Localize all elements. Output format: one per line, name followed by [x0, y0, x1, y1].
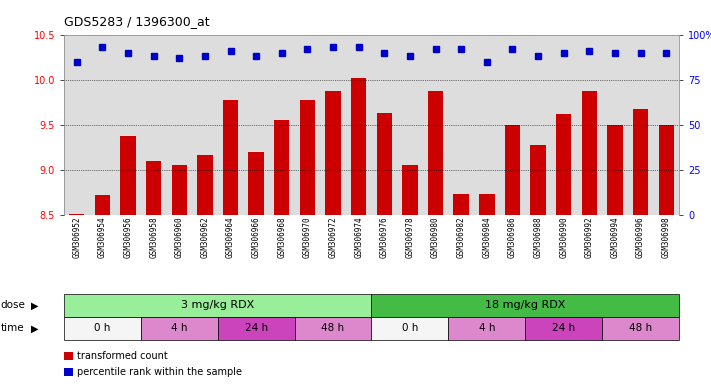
- Text: GSM306956: GSM306956: [124, 217, 132, 258]
- Bar: [402, 166, 417, 215]
- Text: 4 h: 4 h: [479, 323, 495, 333]
- Bar: [505, 125, 520, 215]
- Text: GSM306972: GSM306972: [328, 217, 338, 258]
- Text: transformed count: transformed count: [77, 351, 168, 361]
- Bar: [294, 317, 371, 340]
- Text: ▶: ▶: [31, 300, 38, 310]
- Text: 0 h: 0 h: [95, 323, 111, 333]
- Bar: [69, 214, 85, 215]
- Text: 24 h: 24 h: [552, 323, 575, 333]
- Bar: [351, 78, 366, 215]
- Bar: [525, 317, 602, 340]
- Bar: [658, 125, 674, 215]
- Text: GDS5283 / 1396300_at: GDS5283 / 1396300_at: [64, 15, 210, 28]
- Bar: [326, 91, 341, 215]
- Text: 0 h: 0 h: [402, 323, 418, 333]
- Text: GSM306990: GSM306990: [559, 217, 568, 258]
- Text: GSM306952: GSM306952: [73, 217, 81, 258]
- Text: 48 h: 48 h: [321, 323, 345, 333]
- Text: GSM306976: GSM306976: [380, 217, 389, 258]
- Bar: [602, 317, 679, 340]
- Text: GSM306958: GSM306958: [149, 217, 158, 258]
- Text: GSM306980: GSM306980: [431, 217, 440, 258]
- Text: GSM306982: GSM306982: [456, 217, 466, 258]
- Bar: [171, 166, 187, 215]
- Text: 48 h: 48 h: [629, 323, 652, 333]
- Text: GSM306974: GSM306974: [354, 217, 363, 258]
- Bar: [146, 161, 161, 215]
- Text: GSM306968: GSM306968: [277, 217, 287, 258]
- Text: dose: dose: [1, 300, 26, 310]
- Text: GSM306994: GSM306994: [611, 217, 619, 258]
- Bar: [141, 317, 218, 340]
- Bar: [120, 136, 136, 215]
- Bar: [607, 125, 623, 215]
- Bar: [530, 145, 546, 215]
- Bar: [218, 317, 294, 340]
- Bar: [64, 294, 371, 317]
- Text: 3 mg/kg RDX: 3 mg/kg RDX: [181, 300, 255, 310]
- Text: percentile rank within the sample: percentile rank within the sample: [77, 367, 242, 377]
- Text: GSM306986: GSM306986: [508, 217, 517, 258]
- Text: GSM306962: GSM306962: [201, 217, 210, 258]
- Text: GSM306978: GSM306978: [405, 217, 415, 258]
- Text: GSM306988: GSM306988: [533, 217, 542, 258]
- Text: 18 mg/kg RDX: 18 mg/kg RDX: [485, 300, 565, 310]
- Text: 4 h: 4 h: [171, 323, 188, 333]
- Bar: [454, 194, 469, 215]
- Bar: [479, 194, 494, 215]
- Bar: [64, 317, 141, 340]
- Text: GSM306964: GSM306964: [226, 217, 235, 258]
- Bar: [633, 109, 648, 215]
- Bar: [300, 99, 315, 215]
- Text: GSM306960: GSM306960: [175, 217, 184, 258]
- Bar: [197, 155, 213, 215]
- Bar: [556, 114, 572, 215]
- Bar: [274, 120, 289, 215]
- Text: GSM306970: GSM306970: [303, 217, 312, 258]
- Text: time: time: [1, 323, 24, 333]
- Bar: [371, 294, 679, 317]
- Bar: [428, 91, 443, 215]
- Bar: [223, 99, 238, 215]
- Bar: [449, 317, 525, 340]
- Text: GSM306996: GSM306996: [636, 217, 645, 258]
- Bar: [249, 152, 264, 215]
- Bar: [371, 317, 449, 340]
- Text: GSM306984: GSM306984: [482, 217, 491, 258]
- Bar: [582, 91, 597, 215]
- Text: 24 h: 24 h: [245, 323, 268, 333]
- Bar: [95, 195, 110, 215]
- Text: GSM306966: GSM306966: [252, 217, 261, 258]
- Text: GSM306992: GSM306992: [585, 217, 594, 258]
- Text: ▶: ▶: [31, 323, 38, 333]
- Bar: [377, 113, 392, 215]
- Text: GSM306954: GSM306954: [98, 217, 107, 258]
- Text: GSM306998: GSM306998: [662, 217, 670, 258]
